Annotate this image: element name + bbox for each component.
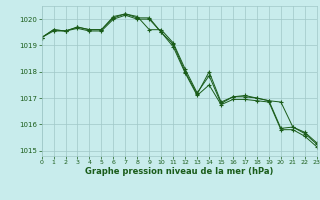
X-axis label: Graphe pression niveau de la mer (hPa): Graphe pression niveau de la mer (hPa) bbox=[85, 167, 273, 176]
